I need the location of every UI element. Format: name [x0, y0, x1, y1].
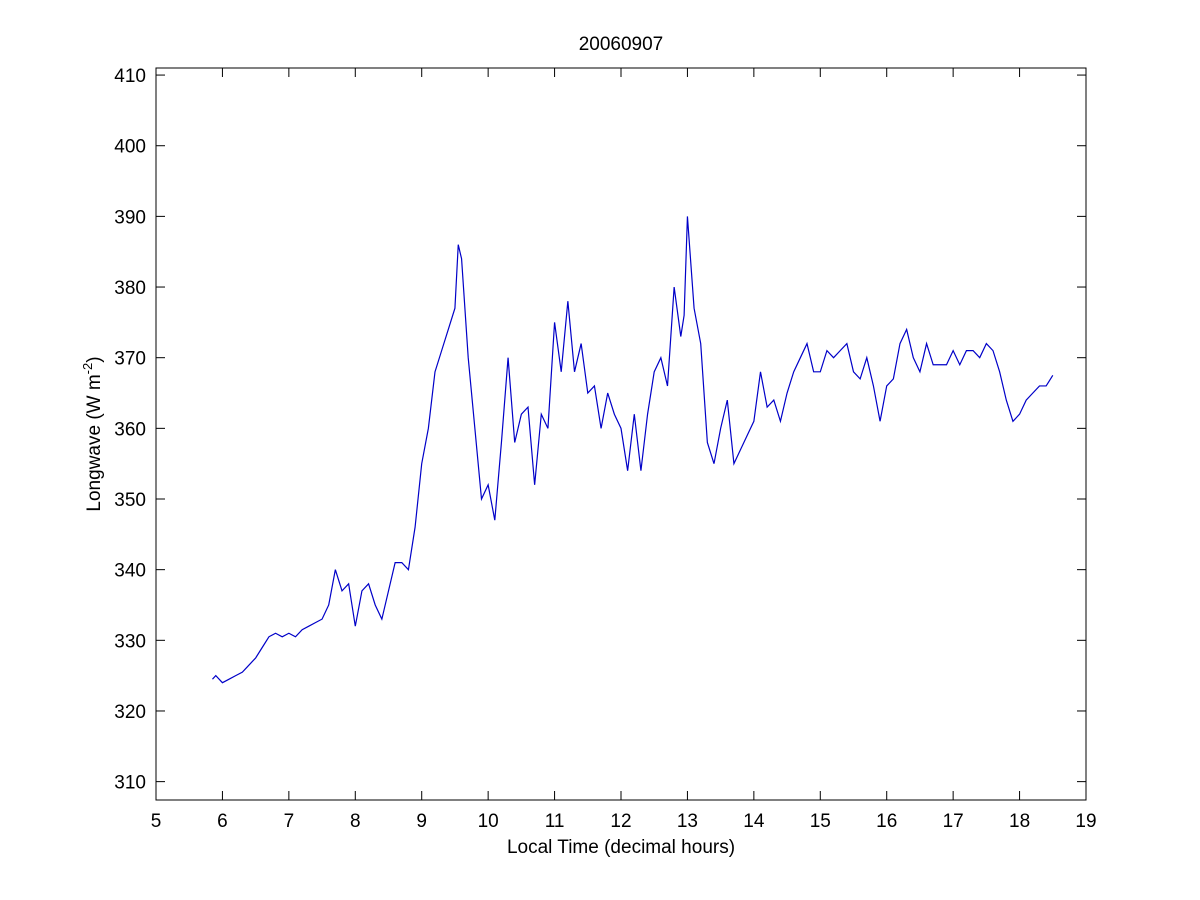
x-tick-label: 15: [810, 811, 831, 832]
y-tick-label: 360: [114, 419, 146, 440]
x-axis-label: Local Time (decimal hours): [507, 837, 735, 858]
y-tick-label: 310: [114, 773, 146, 794]
data-line: [212, 216, 1054, 684]
x-tick-label: 9: [416, 811, 427, 832]
y-tick-label: 400: [114, 137, 146, 158]
x-tick-label: 13: [677, 811, 698, 832]
x-tick-label: 8: [350, 811, 361, 832]
x-tick-label: 19: [1075, 811, 1096, 832]
x-tick-label: 6: [217, 811, 228, 832]
y-tick-label: 350: [114, 490, 146, 511]
x-tick-label: 17: [943, 811, 964, 832]
x-tick-label: 7: [284, 811, 295, 832]
y-tick-label: 320: [114, 702, 146, 723]
chart-title: 20060907: [579, 34, 664, 55]
y-tick-label: 410: [114, 66, 146, 87]
y-tick-label: 330: [114, 631, 146, 652]
y-axis-label-superscript: -2: [80, 363, 95, 375]
y-tick-label: 340: [114, 561, 146, 582]
x-tick-label: 11: [545, 811, 565, 832]
y-tick-label: 390: [114, 207, 146, 228]
x-tick-label: 14: [743, 811, 765, 832]
y-axis-label-text: Longwave (W m: [84, 374, 105, 511]
y-axis-label-suffix: ): [84, 356, 105, 362]
y-tick-label: 380: [114, 278, 146, 299]
x-tick-label: 16: [876, 811, 897, 832]
x-tick-label: 10: [478, 811, 499, 832]
y-axis-label: Longwave (W m-2): [80, 356, 105, 511]
x-tick-label: 18: [1009, 811, 1030, 832]
y-tick-label: 370: [114, 349, 146, 370]
x-tick-label: 12: [610, 811, 631, 832]
x-tick-label: 5: [151, 811, 162, 832]
